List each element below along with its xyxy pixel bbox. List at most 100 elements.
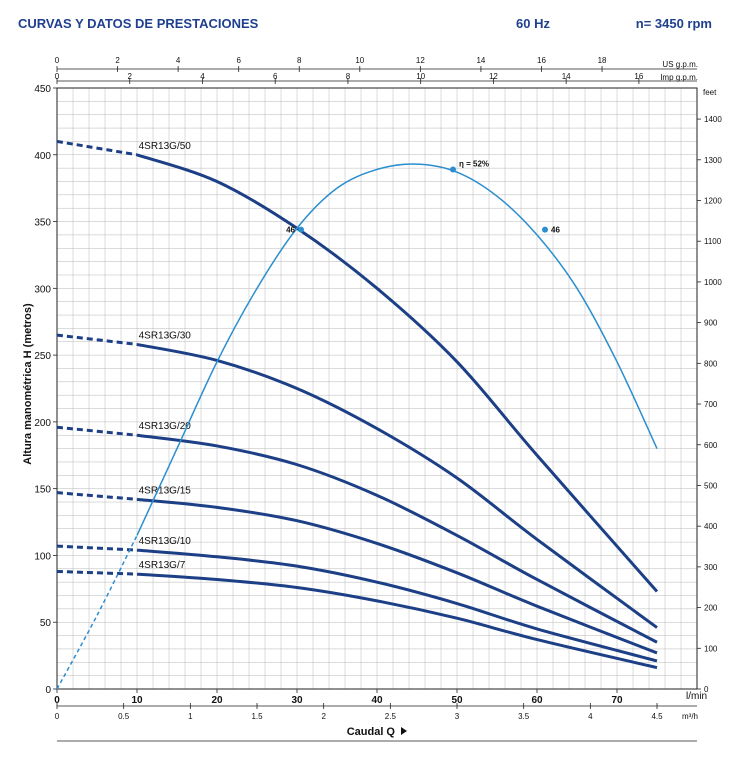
us-gpm-tick-label: 16 [537,56,546,65]
x-tick-label: 0 [54,695,60,706]
m3h-tick-label: 1 [188,712,193,721]
us-gpm-tick-label: 10 [355,56,364,65]
us-gpm-tick-label: 8 [297,56,302,65]
series-line [136,548,658,663]
series-label: 4SR13G/7 [139,560,186,571]
x-tick-label: 50 [451,695,463,706]
series-line [136,497,658,655]
series-dashed-line [56,425,138,437]
feet-tick-label: 1400 [704,115,722,124]
efficiency-marker [542,226,548,233]
x-tick-label: 40 [371,695,383,706]
feet-tick-label: 0 [704,685,709,694]
imp-gpm-tick-label: 2 [128,72,133,81]
feet-tick-label: 700 [704,400,718,409]
m3h-unit: m³/h [682,712,698,721]
series-dashed-line [56,139,138,157]
efficiency-marker-label: 46 [286,226,295,235]
series-label: 4SR13G/30 [139,330,192,341]
y-tick-label: 300 [34,284,51,295]
frequency-label: 60 Hz [516,16,550,31]
feet-tick-label: 100 [704,644,718,653]
x-tick-label: 20 [211,695,223,706]
us-gpm-tick-label: 0 [55,56,60,65]
series-label: 4SR13G/10 [139,536,192,547]
m3h-ticks: 0 0.5 1 1.5 2 2.5 3 3.5 4 4.5 [55,703,663,721]
m3h-tick-label: 0 [55,712,60,721]
imp-gpm-tick-label: 6 [273,72,278,81]
imp-gpm-tick-label: 16 [634,72,643,81]
feet-tick-label: 1300 [704,156,722,165]
efficiency-dashed-line [56,535,138,690]
y-tick-label: 50 [40,618,52,629]
us-gpm-unit: US g.p.m. [662,60,698,69]
feet-tick-label: 200 [704,604,718,613]
m3h-tick-label: 2.5 [385,712,397,721]
x-axis-title: Caudal Q [347,726,396,738]
grid [56,87,698,690]
feet-ticks: 0 100 200 300 400 500 600 700 800 900 1000 1100 1200… [697,115,722,694]
feet-tick-label: 600 [704,441,718,450]
us-gpm-tick-label: 2 [115,56,120,65]
arrow-right-icon [401,727,407,735]
imp-gpm-tick-label: 14 [562,72,571,81]
series-line [136,342,658,629]
efficiency-marker [298,226,304,233]
series-label: 4SR13G/15 [139,485,192,496]
series-line [136,433,658,644]
top-ticks: 0 2 4 6 8 10 12 14 16 18 0 2 4 6 8 10 12 14 16 [55,56,644,84]
efficiency-marker-label: η = 52% [459,159,489,168]
x-tick-label: 70 [611,695,623,706]
x-tick-label: 60 [531,695,543,706]
y-tick-label: 200 [34,418,51,429]
efficiency-layer: 46 η = 52% 46 [56,159,658,690]
m3h-tick-label: 1.5 [251,712,263,721]
us-gpm-tick-label: 14 [476,56,485,65]
lmin-unit: l/min [686,691,707,702]
feet-tick-label: 500 [704,481,718,490]
m3h-tick-label: 3 [455,712,460,721]
chart-title: CURVAS Y DATOS DE PRESTACIONES [18,16,259,31]
m3h-tick-label: 4 [588,712,593,721]
m3h-tick-label: 2 [321,712,326,721]
us-gpm-tick-label: 12 [416,56,425,65]
series-dashed-line [56,544,138,552]
feet-tick-label: 900 [704,319,718,328]
feet-tick-label: 300 [704,563,718,572]
imp-gpm-tick-label: 10 [416,72,425,81]
series-line [136,572,658,670]
y-tick-label: 250 [34,351,51,362]
feet-tick-label: 1000 [704,278,722,287]
y-tick-label: 0 [45,685,51,696]
x-tick-label: 30 [291,695,303,706]
us-gpm-tick-label: 4 [176,56,181,65]
imp-gpm-tick-label: 8 [346,72,351,81]
feet-unit: feet [703,88,717,97]
us-gpm-tick-label: 6 [236,56,241,65]
y-tick-label: 450 [34,84,51,95]
efficiency-marker-label: 46 [551,226,560,235]
imp-gpm-tick-label: 0 [55,72,60,81]
speed-label: n= 3450 rpm [636,16,712,31]
y-ticks: 0 50 100 150 200 250 300 350 400 450 [34,84,57,696]
efficiency-marker [450,166,456,173]
series-layer: 4SR13G/50 4SR13G/30 4SR13G/20 4SR13G/15 4SR1… [56,139,659,670]
x-tick-label: 10 [131,695,143,706]
feet-tick-label: 800 [704,359,718,368]
y-axis-title: Altura manométrica H (metros) [22,303,34,465]
series-line [136,153,659,593]
y-tick-label: 400 [34,151,51,162]
feet-tick-label: 1200 [704,197,722,206]
series-dashed-line [56,333,138,346]
imp-gpm-unit: Imp g.p.m. [660,73,698,82]
series-dashed-line [56,569,138,576]
series-dashed-line [56,491,138,501]
series-label: 4SR13G/50 [139,141,192,152]
us-gpm-tick-label: 18 [598,56,607,65]
m3h-tick-label: 3.5 [518,712,530,721]
efficiency-line [136,163,658,536]
series-label: 4SR13G/20 [139,421,192,432]
y-tick-label: 150 [34,485,51,496]
y-tick-label: 350 [34,218,51,229]
